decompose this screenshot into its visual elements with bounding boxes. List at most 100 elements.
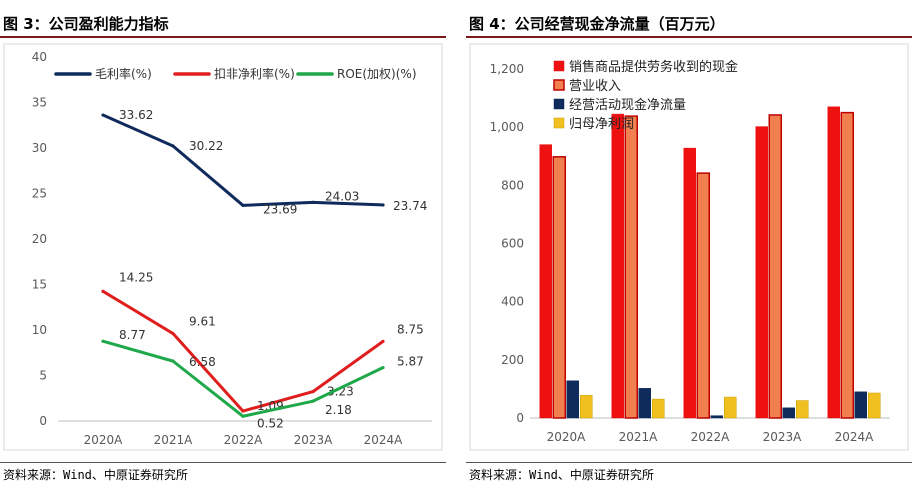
legend-label: 归母净利润	[569, 117, 634, 132]
data-point	[101, 339, 105, 343]
legend-label: 销售商品提供劳务收到的现金	[569, 59, 738, 75]
bar	[611, 113, 624, 419]
bar	[652, 398, 665, 419]
data-label: 5.87	[397, 355, 424, 369]
data-point	[311, 390, 315, 394]
y-tick-label: 15	[32, 278, 47, 292]
y-tick-label: 20	[32, 232, 47, 246]
legend-swatch	[553, 117, 565, 129]
data-label: 8.77	[119, 328, 146, 342]
bar	[827, 106, 840, 419]
legend-label: 营业收入	[569, 79, 621, 94]
y-tick-label: 800	[501, 178, 524, 192]
data-label: 23.74	[393, 199, 427, 213]
data-label: 33.62	[119, 108, 153, 122]
source-rule	[0, 462, 446, 463]
data-label: 14.25	[119, 270, 153, 284]
bar	[552, 156, 566, 419]
data-label: 9.61	[189, 315, 216, 329]
bar	[624, 115, 638, 419]
bar	[710, 415, 723, 419]
y-tick-label: 0	[516, 411, 524, 425]
source-note: 资料来源：Wind、中原证券研究所	[469, 468, 654, 482]
data-point	[381, 339, 385, 343]
y-tick-label: 10	[32, 323, 47, 337]
y-tick-label: 400	[501, 295, 524, 309]
bar	[840, 111, 854, 419]
legend-label: 毛利率(%)	[95, 66, 152, 81]
x-tick-label: 2021A	[619, 430, 659, 444]
figure-title: 图 3：公司盈利能力指标	[3, 15, 169, 33]
bar	[539, 144, 552, 419]
legend-label: 扣非净利率(%)	[214, 66, 295, 81]
data-point	[241, 409, 245, 413]
y-tick-label: 1,200	[490, 62, 524, 76]
data-label: 0.52	[257, 416, 284, 430]
data-point	[101, 289, 105, 293]
y-tick-label: 600	[501, 237, 524, 251]
data-label: 2.18	[325, 403, 352, 417]
bar	[638, 388, 651, 419]
profitability-panel: 图 3：公司盈利能力指标 0 5 10 15 20 25 30 35 40 2020A 2021A 2…	[0, 0, 446, 500]
legend-swatch	[553, 98, 565, 110]
bar	[782, 407, 795, 419]
data-label: 24.03	[325, 189, 359, 203]
y-tick-label: 35	[32, 96, 47, 110]
source-note: 资料来源：Wind、中原证券研究所	[3, 468, 188, 482]
x-tick-label: 2022A	[691, 430, 731, 444]
title-rule	[466, 36, 912, 38]
bar	[683, 147, 696, 419]
data-label: 3.23	[327, 385, 354, 399]
legend-label: ROE(加权)(%)	[337, 67, 417, 81]
y-tick-label: 40	[32, 50, 47, 64]
data-point	[101, 113, 105, 117]
data-point	[381, 203, 385, 207]
data-point	[171, 331, 175, 336]
legend-swatch	[553, 79, 565, 91]
data-label: 8.75	[397, 322, 424, 336]
data-point	[241, 414, 245, 418]
title-rule	[0, 36, 446, 38]
bar	[796, 400, 809, 419]
data-label: 30.22	[189, 139, 223, 153]
source-rule	[466, 462, 912, 463]
data-point	[171, 144, 175, 148]
data-point	[171, 359, 175, 363]
x-tick-label: 2020A	[547, 430, 587, 444]
bar	[580, 395, 593, 419]
y-tick-label: 0	[39, 414, 47, 428]
y-tick-label: 30	[32, 141, 47, 155]
x-tick-label: 2023A	[294, 433, 334, 447]
data-label: 23.69	[263, 202, 297, 216]
bar	[696, 172, 710, 419]
bar	[566, 380, 579, 419]
profitability-line-chart: 0 5 10 15 20 25 30 35 40 2020A 2021A 2022A 2023A 2024…	[3, 43, 443, 451]
data-label: 6.58	[189, 355, 216, 369]
bar	[768, 114, 782, 419]
chart-border	[469, 43, 909, 451]
bar	[854, 391, 867, 419]
x-tick-label: 2020A	[84, 433, 124, 447]
x-tick-label: 2024A	[835, 430, 875, 444]
figure-title: 图 4：公司经营现金净流量（百万元）	[469, 15, 725, 33]
y-tick-label: 5	[39, 369, 47, 383]
data-point	[311, 399, 315, 403]
x-tick-label: 2022A	[224, 433, 264, 447]
data-point	[241, 203, 245, 208]
cashflow-bar-chart: 0 200 400 600 800 1,000 1,200 2020A 2021A 2022A 20…	[469, 43, 909, 451]
bar	[724, 396, 737, 419]
cashflow-panel: 图 4：公司经营现金净流量（百万元） 0 200 400 600 800 1,000 1,2…	[466, 0, 912, 500]
y-tick-label: 200	[501, 353, 524, 367]
bar	[755, 126, 768, 419]
x-tick-label: 2021A	[154, 433, 194, 447]
y-tick-label: 1,000	[490, 120, 524, 134]
data-point	[381, 365, 385, 370]
x-tick-label: 2024A	[364, 433, 404, 447]
data-point	[311, 200, 315, 204]
legend-swatch	[553, 60, 565, 72]
bar	[868, 392, 881, 419]
chart-border	[3, 43, 443, 451]
x-tick-label: 2023A	[763, 430, 803, 444]
y-tick-label: 25	[32, 187, 47, 201]
legend-label: 经营活动现金净流量	[569, 97, 686, 113]
